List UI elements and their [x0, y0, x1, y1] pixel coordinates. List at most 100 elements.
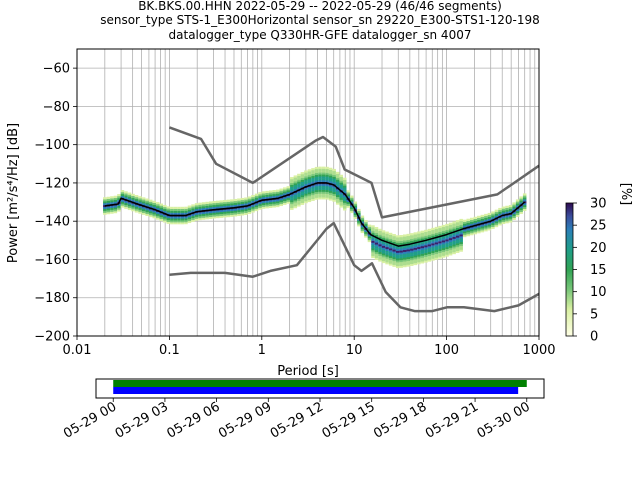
plot-frame [76, 48, 540, 337]
density-cell [413, 251, 418, 254]
density-cell [170, 210, 174, 213]
density-cell [268, 205, 273, 208]
coverage-bar-green [113, 380, 527, 387]
density-cell [328, 177, 333, 180]
density-cell [484, 215, 488, 218]
density-cell [311, 175, 315, 178]
density-cell [413, 236, 418, 239]
density-cell [441, 244, 446, 247]
density-cell [314, 187, 319, 191]
density-cell [505, 211, 509, 214]
density-cell [300, 198, 305, 202]
density-cell [290, 200, 294, 203]
density-cell [170, 220, 174, 223]
density-cell [448, 241, 453, 244]
density-cell [297, 181, 301, 184]
density-cell [360, 217, 365, 220]
density-cell [219, 200, 224, 203]
density-cell [304, 201, 308, 204]
density-cell [448, 251, 453, 254]
density-cell [184, 206, 188, 209]
density-cell [318, 189, 322, 192]
density-cell [402, 263, 407, 266]
density-cell [410, 256, 414, 259]
density-cell [300, 172, 305, 175]
density-cell [424, 229, 428, 233]
density-cell [438, 231, 442, 234]
density-cell [350, 201, 354, 204]
density-cell [332, 197, 336, 200]
density-cell [505, 215, 509, 218]
density-cell [318, 187, 322, 190]
density-cell [230, 203, 234, 206]
density-cell [275, 199, 280, 202]
density-cell [110, 205, 114, 209]
density-cell [113, 195, 118, 198]
density-cell [438, 243, 442, 246]
density-cell [155, 207, 160, 211]
density-cell [364, 235, 368, 238]
density-cell [473, 232, 478, 235]
density-cell [159, 203, 164, 206]
density-cell [445, 250, 449, 253]
density-cell [297, 175, 301, 178]
density-cell [113, 209, 118, 212]
density-cell [410, 235, 414, 238]
density-cell [346, 201, 351, 204]
density-cell [487, 216, 492, 219]
density-cell [342, 208, 347, 211]
density-cell [522, 208, 527, 211]
density-cell [339, 193, 343, 197]
density-cell [470, 229, 474, 232]
density-cell [163, 204, 167, 208]
density-cell [427, 259, 432, 262]
density-cell [381, 257, 386, 260]
density-cell [279, 200, 283, 203]
density-cell [148, 203, 153, 206]
density-cell [385, 248, 389, 251]
density-cell [180, 222, 185, 225]
density-cell [455, 233, 460, 236]
density-cell [307, 176, 312, 180]
density-cell [410, 261, 414, 265]
density-cell [205, 211, 209, 214]
density-cell [459, 239, 463, 243]
density-cell [187, 209, 192, 212]
density-cell [381, 249, 386, 252]
density-cell [215, 215, 220, 219]
density-cell [173, 220, 178, 223]
density-cell [424, 256, 428, 259]
density-cell [106, 196, 111, 199]
density-cell [184, 222, 188, 225]
density-cell [487, 218, 492, 221]
density-cell [304, 174, 308, 177]
x-axis-label: Period [s] [277, 364, 339, 379]
density-cell [522, 206, 527, 210]
density-cell [385, 231, 389, 234]
density-cell [124, 197, 128, 200]
density-cell [106, 202, 111, 205]
density-cell [434, 230, 439, 233]
density-cell [480, 228, 485, 231]
density-cell [374, 230, 379, 234]
density-cell [297, 194, 301, 197]
density-cell [170, 216, 174, 219]
density-cell [381, 245, 386, 248]
density-cell [466, 230, 470, 233]
density-cell [462, 233, 467, 236]
density-cell [512, 204, 516, 207]
density-cell [201, 217, 206, 220]
density-cell [427, 242, 432, 245]
density-cell [388, 250, 393, 253]
density-cell [124, 193, 128, 196]
density-cell [131, 209, 135, 212]
density-cell [272, 201, 276, 204]
density-cell [399, 263, 403, 266]
density-cell [205, 213, 209, 216]
density-cell [339, 205, 343, 208]
density-cell [180, 212, 185, 215]
density-cell [434, 255, 439, 258]
density-cell [230, 199, 234, 202]
density-cell [233, 202, 238, 205]
density-cell [283, 189, 287, 192]
